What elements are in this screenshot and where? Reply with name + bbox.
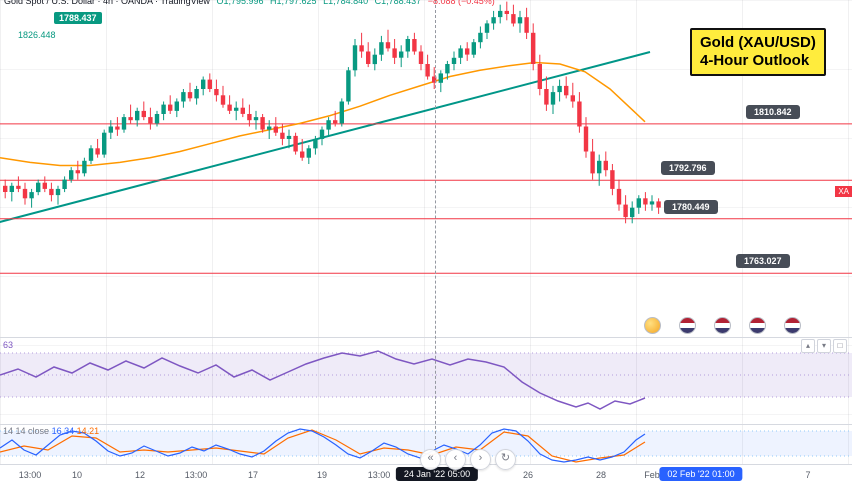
time-axis-label: Feb: [644, 470, 660, 480]
rsi-canvas[interactable]: [0, 337, 852, 424]
highlighted-date-tag: 02 Feb '22 01:00: [659, 467, 743, 481]
stochastic-d-value: 14.21: [76, 426, 100, 436]
stochastic-k-value: 16.34: [51, 426, 75, 436]
stochastic-legend[interactable]: 14 14 close 16.34 14.21: [3, 426, 99, 436]
main-chart-area[interactable]: 1810.842 1792.796 1780.449 1763.027: [0, 0, 852, 337]
ohlc-high: H1,797.625: [270, 0, 317, 6]
price-level-label[interactable]: 1792.796: [661, 161, 715, 176]
last-price-tag: 1788.437: [54, 12, 102, 24]
price-chart-canvas[interactable]: [0, 0, 852, 337]
annotation-line-2: 4-Hour Outlook: [700, 52, 810, 69]
crosshair-date-tooltip: 24 Jan '22 05:00: [395, 467, 479, 481]
ohlc-open: O1,795.996: [216, 0, 264, 6]
panel-divider[interactable]: [0, 424, 852, 425]
time-axis-label: 28: [595, 470, 607, 480]
panel-maximize-icon[interactable]: □: [833, 339, 847, 353]
current-price-axis-tag: XA: [835, 186, 852, 197]
replay-step-back-button[interactable]: ‹: [445, 449, 466, 470]
crosshair-vertical-line: [435, 0, 436, 464]
rsi-panel[interactable]: [0, 337, 852, 424]
economic-event-flag-icon[interactable]: [784, 317, 801, 334]
symbol-legend[interactable]: Gold Spot / U.S. Dollar · 4h · OANDA · T…: [4, 0, 499, 6]
economic-event-flag-icon[interactable]: [679, 317, 696, 334]
symbol-title[interactable]: Gold Spot / U.S. Dollar · 4h · OANDA · T…: [4, 0, 210, 6]
time-axis-label: 12: [134, 470, 146, 480]
economic-event-flag-icon[interactable]: [749, 317, 766, 334]
panel-divider[interactable]: [0, 337, 852, 338]
time-axis-label: 19: [316, 470, 328, 480]
price-level-label[interactable]: 1810.842: [746, 104, 800, 119]
panel-move-down-icon[interactable]: ▾: [817, 339, 831, 353]
time-axis-label: 17: [247, 470, 259, 480]
economic-event-flag-icon[interactable]: [714, 317, 731, 334]
replay-skip-back-button[interactable]: «: [420, 449, 441, 470]
time-axis-label: 7: [805, 470, 811, 480]
time-axis-label: 13:00: [18, 470, 42, 480]
replay-restart-button[interactable]: ↻: [495, 449, 516, 470]
annotation-line-1: Gold (XAU/USD): [700, 34, 816, 51]
price-level-label[interactable]: 1763.027: [736, 254, 790, 269]
time-axis-label: 10: [71, 470, 83, 480]
panel-controls: ▴ ▾ □: [801, 339, 847, 353]
ohlc-low: L1,784.840: [323, 0, 369, 6]
time-axis-label: 13:00: [184, 470, 208, 480]
economic-event-flag-icon[interactable]: [644, 317, 661, 334]
chart-grid: [0, 0, 852, 464]
stochastic-settings-label: 14 14 close: [3, 426, 50, 436]
indicator-value-label: 1826.448: [18, 30, 56, 40]
panel-move-up-icon[interactable]: ▴: [801, 339, 815, 353]
annotation-callout[interactable]: Gold (XAU/USD) 4-Hour Outlook: [690, 28, 826, 76]
rsi-value-label: 63: [3, 340, 14, 350]
replay-step-forward-button[interactable]: ›: [470, 449, 491, 470]
ohlc-close: C1,788.437: [374, 0, 422, 6]
time-axis-label: 26: [522, 470, 534, 480]
time-axis-label: 13:00: [367, 470, 391, 480]
price-level-label[interactable]: 1780.449: [664, 199, 718, 214]
price-change: −8.088 (−0.45%): [427, 0, 495, 6]
